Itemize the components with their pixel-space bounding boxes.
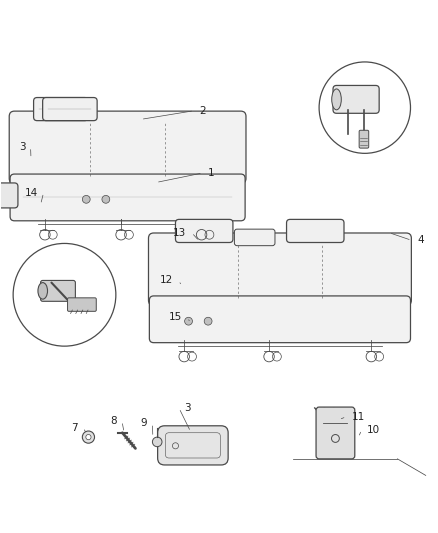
Text: 18: 18 (78, 276, 91, 286)
Text: 3: 3 (19, 142, 25, 152)
FancyBboxPatch shape (148, 233, 411, 305)
Text: 7: 7 (71, 423, 78, 433)
Circle shape (204, 317, 212, 325)
FancyBboxPatch shape (286, 220, 344, 243)
Circle shape (152, 437, 162, 447)
Text: 2: 2 (199, 106, 206, 116)
FancyBboxPatch shape (316, 407, 355, 459)
Text: 15: 15 (169, 312, 182, 322)
Text: 9: 9 (141, 418, 147, 428)
FancyBboxPatch shape (333, 85, 379, 114)
Circle shape (86, 434, 91, 440)
Text: 6: 6 (393, 108, 400, 118)
Circle shape (82, 196, 90, 203)
Text: 5: 5 (384, 119, 390, 130)
Text: 12: 12 (160, 276, 173, 286)
Text: 4: 4 (327, 99, 334, 109)
Text: 16: 16 (25, 276, 39, 286)
Circle shape (319, 62, 410, 154)
Circle shape (82, 431, 95, 443)
FancyBboxPatch shape (359, 130, 369, 148)
FancyBboxPatch shape (234, 229, 275, 246)
Text: 8: 8 (110, 416, 117, 426)
Text: 3: 3 (184, 403, 191, 413)
Circle shape (13, 244, 116, 346)
Text: 10: 10 (367, 425, 380, 435)
FancyBboxPatch shape (9, 111, 246, 184)
Circle shape (102, 196, 110, 203)
Text: 14: 14 (25, 188, 39, 198)
Ellipse shape (332, 89, 341, 110)
FancyBboxPatch shape (10, 174, 245, 221)
FancyBboxPatch shape (176, 220, 233, 243)
Text: 4: 4 (417, 236, 424, 245)
FancyBboxPatch shape (67, 298, 96, 311)
FancyBboxPatch shape (149, 296, 410, 343)
Circle shape (185, 317, 192, 325)
FancyBboxPatch shape (0, 183, 18, 208)
FancyBboxPatch shape (41, 280, 75, 301)
Ellipse shape (38, 282, 47, 299)
Text: 17: 17 (25, 307, 39, 317)
Text: 13: 13 (173, 228, 186, 238)
Text: 11: 11 (352, 411, 365, 422)
FancyBboxPatch shape (158, 426, 228, 465)
Text: 1: 1 (208, 168, 215, 178)
FancyBboxPatch shape (34, 98, 88, 120)
FancyBboxPatch shape (42, 98, 97, 120)
